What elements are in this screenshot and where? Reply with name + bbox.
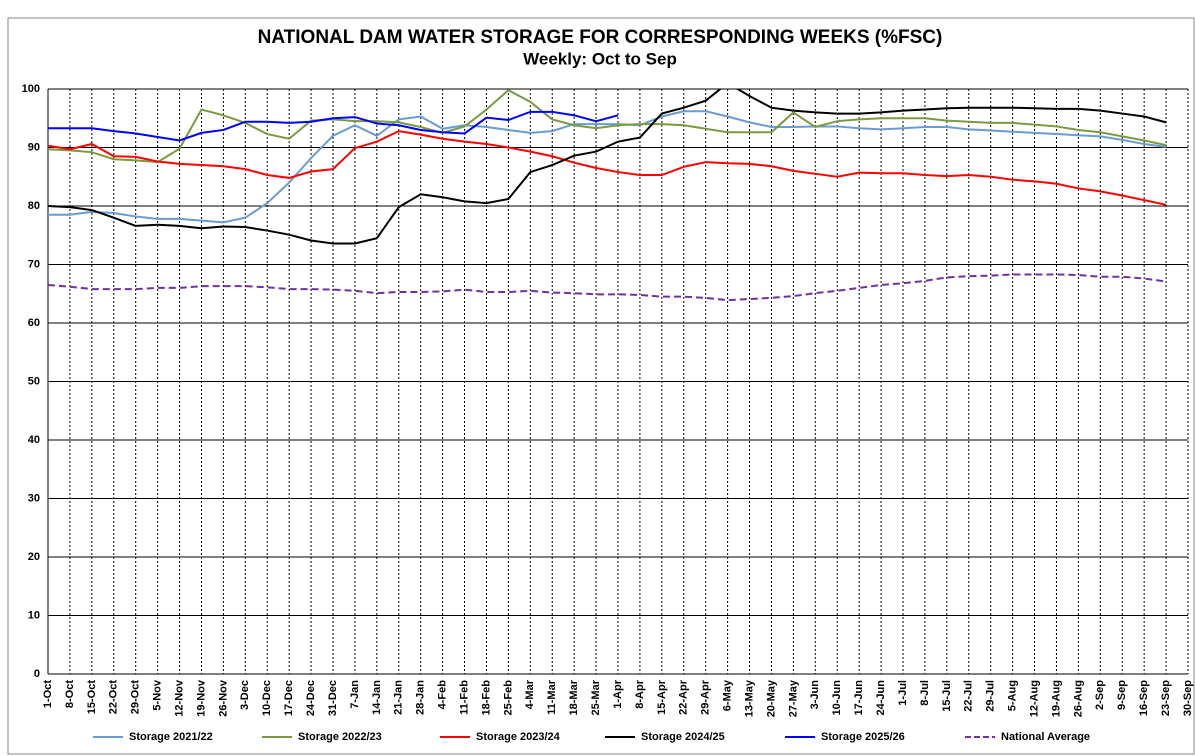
x-tick-label: 11-Feb	[458, 680, 470, 715]
x-tick-label: 4-Mar	[524, 679, 536, 709]
x-tick-label: 15-Apr	[656, 679, 668, 715]
legend-label: National Average	[1001, 731, 1090, 743]
x-tick-label: 7-Jan	[349, 680, 361, 709]
x-tick-label: 28-Jan	[415, 680, 427, 715]
series-line	[48, 89, 1167, 164]
y-tick-label: 90	[28, 141, 40, 153]
x-tick-label: 15-Oct	[86, 680, 98, 715]
x-tick-label: 11-Mar	[546, 679, 558, 715]
y-tick-label: 70	[28, 258, 40, 270]
x-tick-label: 18-Feb	[480, 680, 492, 716]
legend-label: Storage 2025/26	[821, 731, 905, 743]
x-tick-label: 3-Dec	[239, 680, 251, 710]
x-tick-label: 24-Jun	[875, 680, 887, 716]
x-tick-label: 1-Apr	[612, 679, 624, 708]
y-tick-label: 10	[28, 609, 40, 621]
legend-label: Storage 2021/22	[129, 731, 213, 743]
x-tick-label: 22-Oct	[108, 680, 120, 715]
series-line	[48, 110, 619, 142]
chart-border	[7, 17, 1195, 755]
x-tick-label: 22-Apr	[678, 679, 690, 715]
x-tick-label: 14-Jan	[371, 680, 383, 715]
y-tick-label: 60	[28, 317, 40, 329]
y-tick-label: 50	[28, 375, 40, 387]
y-tick-label: 100	[22, 83, 40, 95]
x-tick-label: 27-May	[787, 679, 799, 717]
x-tick-label: 29-Oct	[130, 680, 142, 715]
y-tick-label: 20	[28, 551, 40, 563]
series-line	[48, 89, 1167, 245]
y-tick-label: 0	[34, 668, 40, 680]
legend-label: Storage 2022/23	[298, 731, 382, 743]
series-line	[48, 130, 1167, 206]
x-tick-label: 30-Sep	[1182, 680, 1194, 716]
x-tick-label: 8-Apr	[634, 679, 646, 708]
x-tick-label: 13-May	[743, 679, 755, 717]
y-tick-label: 40	[28, 434, 40, 446]
x-tick-label: 29-Jul	[985, 680, 997, 712]
x-tick-label: 5-Aug	[1007, 680, 1019, 711]
x-tick-label: 23-Sep	[1160, 680, 1172, 716]
x-tick-label: 12-Nov	[173, 679, 185, 717]
x-tick-label: 22-Jul	[963, 680, 975, 712]
x-tick-label: 1-Jul	[897, 680, 909, 706]
x-tick-label: 19-Nov	[195, 679, 207, 717]
x-tick-label: 25-Feb	[502, 680, 514, 716]
x-tick-label: 21-Jan	[393, 680, 405, 715]
x-tick-label: 17-Jun	[853, 680, 865, 716]
x-tick-label: 8-Oct	[64, 680, 76, 708]
plot-lines	[48, 89, 1167, 302]
x-tick-label: 31-Dec	[327, 680, 339, 716]
x-tick-label: 18-Mar	[568, 679, 580, 715]
x-tick-label: 10-Jun	[831, 680, 843, 716]
chart-subtitle: Weekly: Oct to Sep	[523, 49, 677, 68]
x-tick-label: 2-Sep	[1094, 680, 1106, 710]
x-tick-label: 19-Aug	[1050, 680, 1062, 717]
x-tick-label: 5-Nov	[152, 679, 164, 710]
x-tick-label: 24-Dec	[305, 680, 317, 716]
x-tick-label: 15-Jul	[941, 680, 953, 712]
x-tick-label: 1-Oct	[42, 680, 54, 708]
x-tick-label: 20-May	[765, 679, 777, 717]
legend-label: Storage 2024/25	[641, 731, 725, 743]
chart-title: NATIONAL DAM WATER STORAGE FOR CORRESPON…	[258, 27, 943, 48]
x-tick-label: 26-Aug	[1072, 680, 1084, 717]
y-tick-label: 80	[28, 200, 40, 212]
x-tick-label: 25-Mar	[590, 679, 602, 715]
x-tick-label: 26-Nov	[217, 679, 229, 717]
x-tick-label: 16-Sep	[1138, 680, 1150, 716]
x-tick-label: 29-Apr	[700, 679, 712, 715]
x-tick-label: 17-Dec	[283, 680, 295, 716]
series-line	[48, 110, 1167, 224]
x-tick-label: 4-Feb	[437, 680, 449, 710]
x-tick-label: 6-May	[722, 679, 734, 711]
x-tick-label: 10-Dec	[261, 680, 273, 716]
y-tick-label: 30	[28, 492, 40, 504]
legend-label: Storage 2023/24	[476, 731, 561, 743]
x-tick-label: 8-Jul	[919, 680, 931, 706]
x-tick-label: 12-Aug	[1028, 680, 1040, 717]
x-tick-label: 9-Sep	[1116, 680, 1128, 710]
x-tick-label: 3-Jun	[809, 680, 821, 710]
